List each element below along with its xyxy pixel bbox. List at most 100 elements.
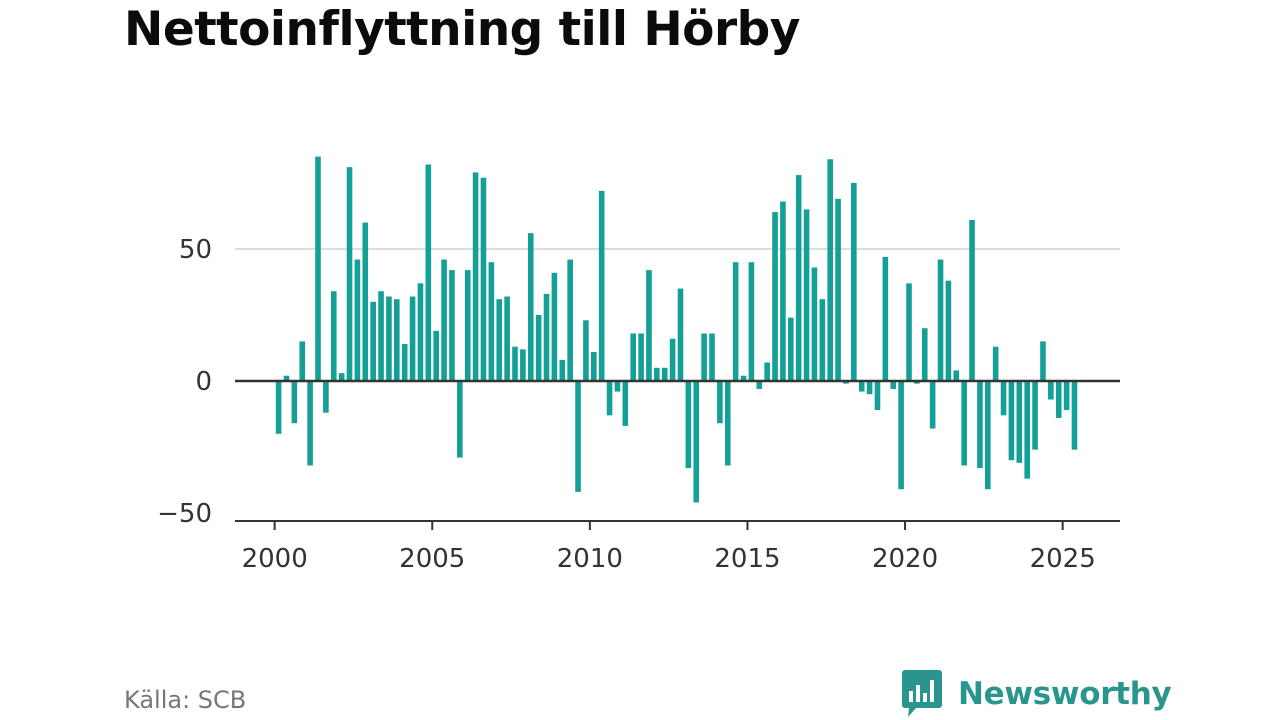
bar	[583, 320, 589, 381]
bar	[1055, 381, 1062, 418]
brand-name: Newsworthy	[958, 676, 1172, 712]
bar	[685, 381, 692, 469]
bar	[433, 330, 439, 381]
bar	[961, 381, 967, 466]
bar	[795, 175, 802, 381]
bar	[504, 296, 510, 381]
newsworthy-bubble-icon	[902, 670, 942, 717]
bar	[748, 262, 755, 381]
bar	[764, 362, 770, 381]
bar	[977, 381, 983, 469]
bar	[1024, 381, 1030, 479]
bar	[362, 222, 369, 381]
bar	[906, 283, 912, 381]
bar	[732, 262, 739, 381]
bar	[472, 172, 479, 381]
bar	[646, 270, 652, 381]
bar	[520, 349, 526, 381]
bar	[543, 293, 550, 381]
bar	[323, 381, 329, 413]
bar	[740, 375, 747, 381]
axes	[235, 379, 1120, 530]
bar	[1063, 381, 1070, 411]
bar	[291, 381, 298, 424]
newsworthy-logo: Newsworthy	[902, 670, 1172, 718]
bar	[882, 256, 889, 381]
y-tick-label: −50	[157, 499, 212, 529]
bar	[527, 233, 534, 381]
bar	[677, 288, 684, 381]
bar	[866, 381, 873, 395]
bar	[874, 381, 881, 411]
bar	[835, 198, 841, 381]
bar	[496, 299, 503, 381]
bar	[827, 159, 833, 381]
bar	[717, 381, 723, 424]
bar	[598, 190, 605, 381]
bar	[898, 381, 904, 490]
bar	[851, 183, 857, 381]
bar	[425, 164, 432, 381]
bar	[457, 381, 463, 458]
x-tick-label: 2010	[557, 544, 623, 574]
bar	[567, 259, 573, 381]
bar	[654, 367, 660, 381]
bar-chart: 50 0 −50 2000 2005 2010 2015 2020 2025	[157, 156, 1120, 574]
bar	[417, 283, 424, 381]
bar	[551, 272, 558, 381]
bar	[890, 381, 897, 389]
bar	[575, 381, 581, 492]
bar	[772, 212, 778, 381]
bar	[669, 338, 676, 381]
bar	[953, 370, 960, 381]
x-tick-label: 2025	[1030, 544, 1096, 574]
bar	[992, 346, 999, 381]
bar	[386, 296, 392, 381]
bar	[480, 177, 487, 381]
bar	[283, 375, 290, 381]
x-tick-label: 2015	[714, 544, 780, 574]
bar	[1016, 381, 1023, 463]
bar	[330, 291, 337, 381]
bar	[819, 299, 826, 381]
bar	[945, 280, 952, 381]
bar	[559, 359, 566, 381]
bar	[401, 344, 408, 381]
bar	[409, 296, 416, 381]
bar	[630, 333, 636, 381]
y-tick-label: 50	[179, 235, 212, 265]
bars	[275, 156, 1078, 503]
x-tick-label: 2005	[399, 544, 465, 574]
bar	[1071, 381, 1078, 450]
y-tick-label: 0	[195, 367, 212, 397]
bar	[614, 381, 621, 392]
bar	[709, 333, 715, 381]
bar	[338, 373, 345, 381]
bar	[606, 381, 613, 416]
bar	[1000, 381, 1007, 416]
bar	[370, 301, 376, 381]
bar	[394, 299, 400, 381]
bar	[591, 351, 597, 381]
bar	[1032, 381, 1038, 450]
bar	[724, 381, 731, 466]
bar	[661, 367, 668, 381]
x-tick-label: 2000	[242, 544, 308, 574]
bar	[780, 201, 786, 381]
bar	[346, 167, 353, 381]
bar	[858, 381, 865, 392]
bar	[638, 333, 644, 381]
bar	[969, 219, 975, 381]
bar	[843, 381, 849, 384]
bar	[756, 381, 763, 389]
bar	[811, 267, 818, 381]
chart-title: Nettoinflyttning till Hörby	[124, 2, 800, 57]
bar	[1008, 381, 1015, 461]
bar	[1040, 341, 1046, 381]
bar	[693, 381, 700, 503]
bar	[914, 381, 920, 384]
bar	[803, 209, 810, 381]
bar	[378, 291, 384, 381]
bar	[512, 346, 518, 381]
bar	[701, 333, 707, 381]
